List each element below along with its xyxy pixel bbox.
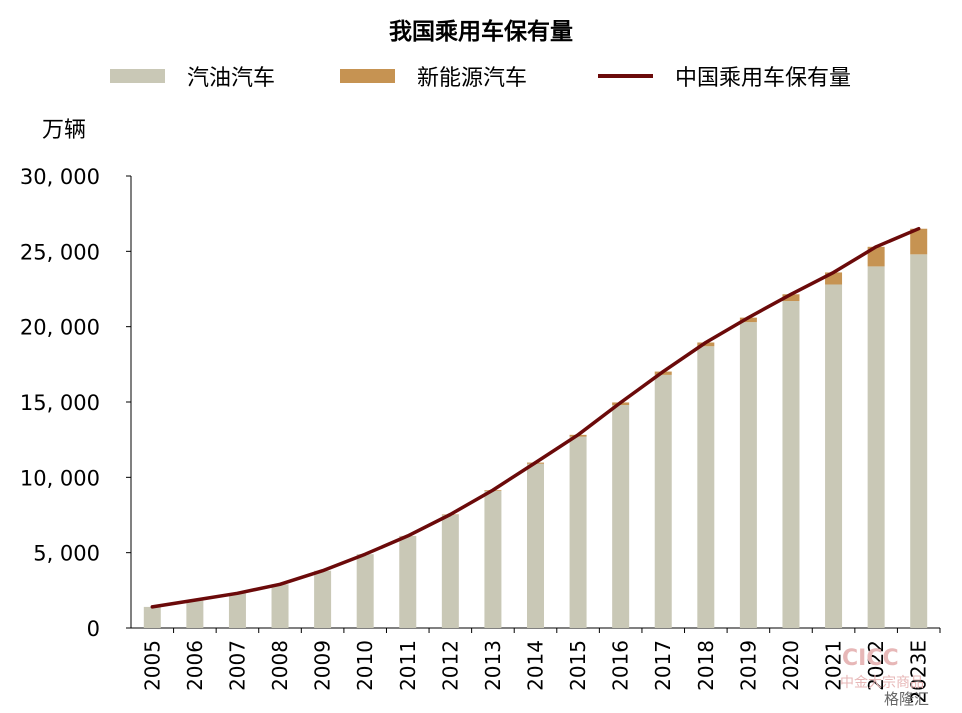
x-tick-label: 2006	[183, 640, 207, 691]
bar-gasoline	[271, 584, 289, 628]
x-tick-label: 2005	[140, 640, 164, 691]
watermark-corner: 格隆汇	[884, 690, 930, 708]
legend-item-total: 中国乘用车保有量	[598, 60, 851, 92]
bar-gasoline	[527, 463, 544, 628]
bar-nev	[739, 317, 757, 323]
legend-label-nev: 新能源汽车	[417, 66, 528, 91]
x-tick-label: 2020	[779, 640, 803, 691]
bar-gasoline	[867, 266, 885, 628]
bar-nev	[867, 246, 885, 267]
bar-nev	[910, 228, 928, 255]
x-tick-label: 2022	[864, 640, 888, 691]
legend: 汽油汽车 新能源汽车 中国乘用车保有量	[0, 60, 962, 92]
bar-gasoline	[569, 436, 587, 628]
x-tick-label: 2019	[736, 640, 760, 691]
y-tick-label: 15, 000	[20, 391, 100, 415]
y-axis-unit: 万辆	[42, 118, 87, 143]
x-tick-label: 2018	[694, 640, 718, 691]
x-tick-label: 2008	[268, 640, 292, 691]
bar-gasoline	[314, 570, 332, 628]
y-tick-label: 20, 000	[20, 316, 100, 340]
bar-gasoline	[782, 301, 800, 628]
x-tick-label: 2021	[822, 640, 846, 691]
y-tick-label: 30, 000	[20, 165, 100, 189]
legend-item-nev: 新能源汽车	[340, 60, 527, 92]
y-tick-label: 0	[87, 617, 100, 641]
x-tick-label: 2017	[651, 640, 675, 691]
y-tick-label: 25, 000	[20, 240, 100, 264]
line-total	[150, 226, 921, 609]
x-tick-label: 2016	[609, 640, 633, 691]
x-tick-label: 2014	[524, 640, 548, 691]
bar-nev	[782, 294, 800, 302]
x-tick-label: 2009	[311, 640, 335, 691]
legend-swatch-nev	[340, 69, 395, 83]
bar-gasoline	[399, 536, 417, 628]
legend-label-gasoline: 汽油汽车	[187, 66, 276, 91]
bar-gasoline	[228, 593, 246, 628]
x-tick-label: 2015	[566, 640, 590, 691]
bar-gasoline	[143, 606, 161, 628]
legend-swatch-total	[598, 74, 653, 78]
x-tick-label: 2012	[438, 640, 462, 691]
bar-gasoline	[356, 554, 374, 628]
bar-gasoline	[654, 374, 672, 628]
x-tick-label: 2013	[481, 640, 505, 691]
x-tick-label: 2007	[225, 640, 249, 691]
watermark-subtitle: 中金大宗商品	[840, 675, 924, 691]
chart-title: 我国乘用车保有量	[389, 19, 573, 45]
x-tick-label: 2011	[396, 640, 420, 691]
bar-gasoline	[910, 254, 928, 628]
legend-label-total: 中国乘用车保有量	[675, 66, 852, 91]
legend-item-gasoline: 汽油汽车	[110, 60, 275, 92]
bar-gasoline	[697, 346, 715, 628]
watermark-brand: CICC	[842, 646, 899, 671]
bar-gasoline	[441, 515, 459, 628]
legend-swatch-gasoline	[110, 69, 165, 83]
bar-gasoline	[484, 490, 502, 628]
bar-gasoline	[612, 405, 630, 628]
bar-gasoline	[186, 600, 204, 628]
bar-gasoline	[739, 322, 757, 628]
y-tick-label: 5, 000	[33, 542, 100, 566]
x-tick-label: 2023E	[907, 640, 931, 704]
x-tick-label: 2010	[353, 640, 377, 691]
y-tick-label: 10, 000	[20, 466, 100, 490]
bar-gasoline	[825, 284, 843, 628]
